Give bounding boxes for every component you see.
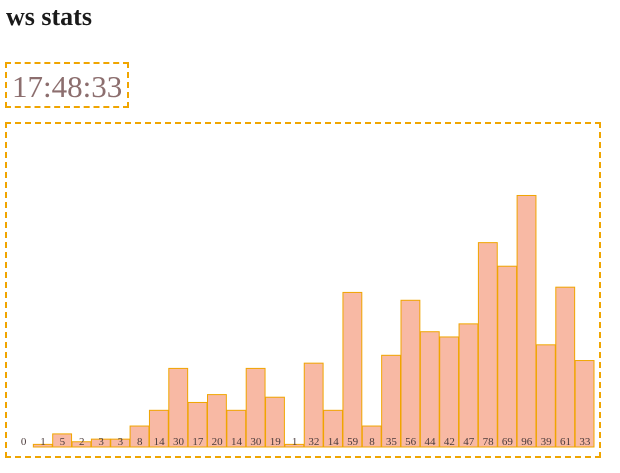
bar-value-label: 42 xyxy=(444,436,455,448)
chart-bar xyxy=(71,441,92,448)
bar-value-label: 96 xyxy=(521,436,533,448)
chart-bar xyxy=(439,336,460,448)
page-title: ws stats xyxy=(6,2,92,31)
clock-panel: 17:48:33 xyxy=(5,62,129,108)
chart-bar xyxy=(265,396,285,448)
clock-time: 17:48:33 xyxy=(12,69,123,104)
bar-value-label: 17 xyxy=(192,436,204,448)
bar-value-label: 39 xyxy=(541,436,553,448)
chart-bar xyxy=(342,291,363,448)
chart-bar xyxy=(381,354,401,448)
bar-value-label: 32 xyxy=(308,436,319,448)
chart-bar xyxy=(52,433,73,448)
bar-value-label: 30 xyxy=(173,436,185,448)
bar-value-label: 59 xyxy=(347,436,359,448)
chart-bar xyxy=(458,323,479,448)
bar-value-label: 30 xyxy=(250,436,262,448)
chart-bar xyxy=(187,401,208,448)
chart-bar xyxy=(477,242,498,448)
bar-value-label: 14 xyxy=(231,436,243,448)
bar-value-label: 35 xyxy=(386,436,398,448)
bar-value-label: 20 xyxy=(212,436,224,448)
chart-bar xyxy=(535,344,556,448)
bar-value-label: 8 xyxy=(369,436,375,448)
bar-value-label: 61 xyxy=(560,436,571,448)
chart-bar xyxy=(574,360,595,448)
chart-bar xyxy=(148,409,169,448)
chart-bar xyxy=(400,299,421,448)
chart-bar xyxy=(303,362,324,448)
chart-bar xyxy=(90,438,111,448)
bar-value-label: 14 xyxy=(328,436,340,448)
bar-value-label: 69 xyxy=(502,436,514,448)
bar-value-label: 3 xyxy=(98,436,104,448)
chart-bar xyxy=(129,425,150,448)
chart-bar xyxy=(555,286,576,448)
bar-value-label: 14 xyxy=(154,436,166,448)
bar-value-label: 3 xyxy=(118,436,124,448)
bar-value-label: 1 xyxy=(292,436,298,448)
stats-chart-panel: 0 1 5 2 3 3 8 14 30 17 20 14 30 19 1 32 14 59 8 35 56 44 42 47 7… xyxy=(5,122,601,458)
bar-value-label: 33 xyxy=(579,436,591,448)
bar-value-label: 0 xyxy=(21,436,27,448)
bar-value-label: 19 xyxy=(270,436,282,448)
chart-bar xyxy=(516,194,537,448)
bar-value-label: 2 xyxy=(79,436,85,448)
stats-bar-chart: 0 1 5 2 3 3 8 14 30 17 20 14 30 19 1 32 14 59 8 35 56 44 42 47 7… xyxy=(21,194,595,448)
chart-bar xyxy=(419,331,440,448)
bar-value-label: 8 xyxy=(137,436,143,448)
bar-value-label: 44 xyxy=(425,436,437,448)
bar-value-label: 78 xyxy=(483,436,495,448)
chart-bar xyxy=(207,394,227,448)
bar-value-label: 47 xyxy=(463,436,475,448)
bar-value-label: 5 xyxy=(60,436,66,448)
bar-value-label: 56 xyxy=(405,436,417,448)
bar-value-label: 1 xyxy=(40,436,46,448)
chart-bar xyxy=(497,265,518,448)
